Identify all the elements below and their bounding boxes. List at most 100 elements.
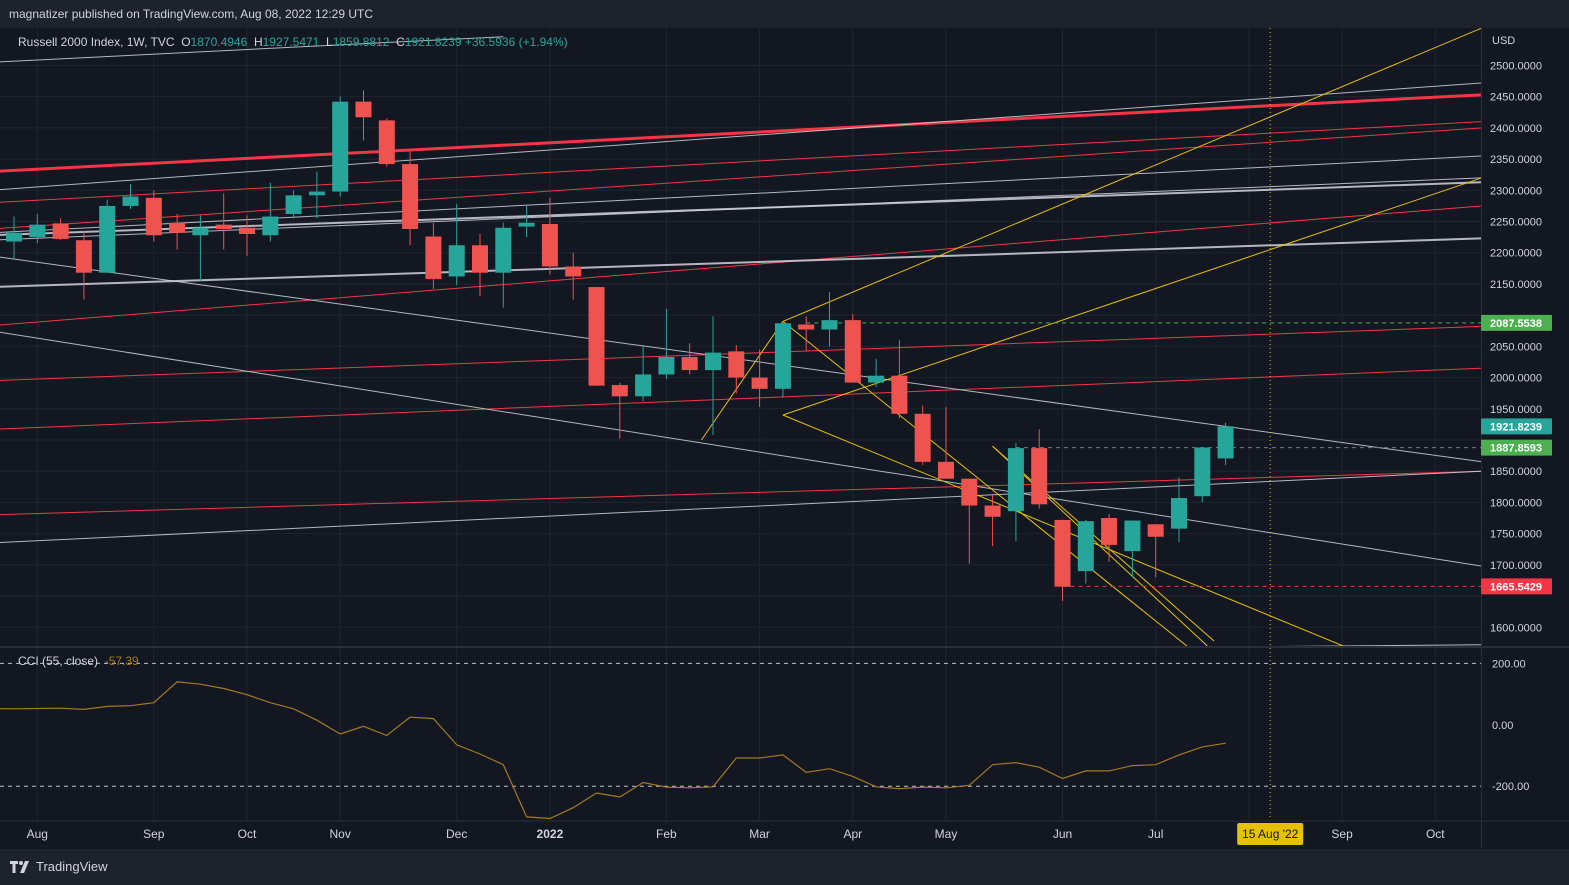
price-tick-label: 2250.0000: [1490, 217, 1542, 229]
price-label-box: [1481, 578, 1552, 595]
legend-close: 1921.8239: [405, 35, 465, 49]
symbol-legend: Russell 2000 Index, 1W, TVC O1870.4946 H…: [18, 35, 568, 668]
price-tick-label: 2500.0000: [1490, 60, 1542, 72]
price-tick-label: 1800.0000: [1490, 497, 1542, 509]
candle-body: [844, 320, 861, 383]
candle-body: [774, 323, 791, 389]
candle-body: [145, 197, 162, 236]
price-tick-label: 1600.0000: [1490, 622, 1542, 634]
cci-tick-label: -200.00: [1492, 781, 1529, 793]
cci-legend-value: -57.39: [105, 654, 139, 668]
time-axis[interactable]: AugSepOctNovDec2022FebMarAprMayJunJulAug…: [27, 823, 1446, 845]
candle-body: [821, 320, 838, 330]
trendline-white: [0, 237, 1481, 288]
candle-down: [751, 349, 768, 407]
candle-body: [1101, 518, 1118, 545]
candle-body: [681, 356, 698, 371]
time-label: Oct: [1426, 827, 1445, 841]
candle-body: [448, 245, 465, 277]
publish-info: magnatizer published on TradingView.com,…: [9, 7, 374, 21]
price-label-green: 2087.5538: [1490, 318, 1542, 330]
candle-body: [1031, 448, 1048, 505]
price-label-box: [1481, 439, 1552, 456]
tradingview-logo[interactable]: TradingView: [10, 859, 108, 874]
candle-down: [891, 340, 908, 419]
candle-down: [798, 316, 815, 352]
price-label-teal: 1921.8239: [1490, 421, 1542, 433]
price-tick-label: 1850.0000: [1490, 466, 1542, 478]
candle-body: [868, 375, 885, 383]
candle-body: [611, 385, 628, 397]
candle-up: [774, 321, 791, 398]
candle-down: [611, 382, 628, 439]
candle-down: [961, 478, 978, 564]
tradingview-brand: TradingView: [36, 859, 108, 874]
candle-down: [844, 313, 861, 383]
time-label: Apr: [843, 827, 862, 841]
legend-high-label: H: [254, 35, 263, 49]
candle-body: [122, 196, 139, 206]
candle-body: [658, 356, 675, 375]
candle-body: [262, 216, 279, 236]
candle-body: [402, 164, 419, 230]
candle-body: [798, 324, 815, 330]
candle-up: [821, 292, 838, 347]
currency-label: USD: [1492, 35, 1515, 47]
candle-down: [681, 343, 698, 375]
candle-body: [355, 101, 372, 118]
candle-body: [1147, 524, 1164, 537]
candle-down: [75, 230, 92, 300]
candle-up: [448, 204, 465, 286]
crosshair-time-box: [1237, 823, 1304, 845]
legend-close-label: C: [396, 35, 405, 49]
price-lines: [806, 322, 1481, 587]
price-tick-label: 2000.0000: [1490, 373, 1542, 385]
crosshair-time-label: 15 Aug '22: [1242, 827, 1299, 841]
candle-up: [6, 216, 22, 259]
candle-up: [192, 215, 209, 281]
candle-down: [425, 222, 442, 289]
trendline-red: [0, 127, 1481, 229]
candle-up: [1007, 443, 1024, 542]
candle-down: [1031, 429, 1048, 509]
candle-up: [868, 358, 885, 387]
price-tick-label: 1700.0000: [1490, 560, 1542, 572]
candle-down: [565, 252, 582, 300]
candle-up: [29, 214, 46, 244]
cci-tick-label: 200.00: [1492, 658, 1526, 670]
time-label: Aug: [27, 827, 48, 841]
footer-bar: [0, 849, 1569, 885]
price-tick-label: 2350.0000: [1490, 154, 1542, 166]
candle-body: [6, 232, 22, 242]
candle-up: [518, 205, 535, 238]
candle-up: [1124, 520, 1141, 578]
time-label: 2022: [537, 827, 564, 841]
candle-down: [145, 190, 162, 242]
price-axis[interactable]: USD 2500.0000 2450.0000 2400.0000 2350.0000 2…: [1481, 35, 1552, 793]
candle-up: [122, 184, 139, 210]
trendline-yellow: [992, 445, 1209, 646]
candle-down: [1054, 519, 1071, 602]
trendline-white: [0, 82, 1481, 191]
price-label-box: [1481, 418, 1552, 435]
trendline-white: [0, 155, 1481, 233]
candle-down: [541, 197, 558, 275]
candle-body: [1054, 519, 1071, 587]
time-label: Mar: [749, 827, 770, 841]
price-tick-label: 2300.0000: [1490, 185, 1542, 197]
candle-body: [1171, 498, 1187, 529]
time-label: May: [935, 827, 958, 841]
candle-down: [984, 494, 1001, 547]
trendline-red: [0, 470, 1481, 516]
candle-down: [472, 234, 488, 297]
candle-body: [1194, 447, 1211, 497]
candle-body: [332, 101, 349, 192]
candle-body: [495, 227, 512, 273]
legend-change: +36.5936 (+1.94%): [465, 35, 568, 49]
candle-up: [332, 96, 349, 197]
price-tick-label: 2400.0000: [1490, 123, 1542, 135]
candle-body: [29, 224, 46, 238]
time-label: Sep: [1331, 827, 1353, 841]
trendline-red: [0, 367, 1481, 430]
